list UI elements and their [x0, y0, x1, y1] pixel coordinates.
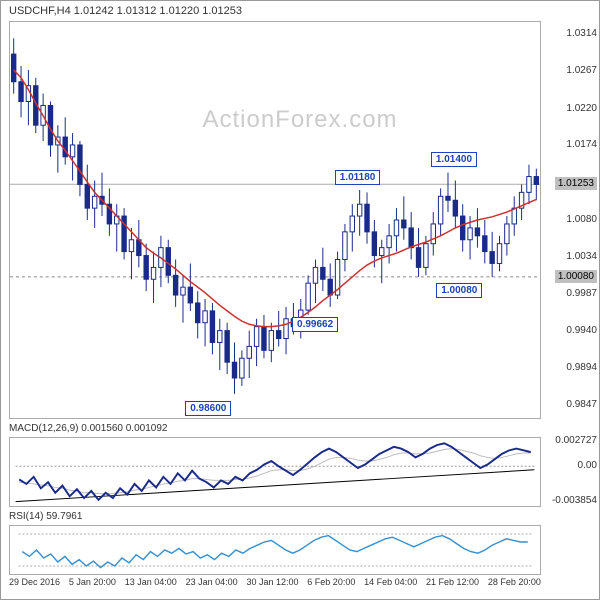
x-axis-label: 30 Jan 12:00: [246, 577, 298, 597]
y-axis-label: 1.0314: [566, 28, 597, 39]
price-svg: [10, 22, 540, 418]
macd-y-label: -0.003854: [552, 495, 597, 506]
price-annotation: 0.98600: [185, 401, 231, 416]
y-axis-label: 1.0174: [566, 139, 597, 150]
rsi-header: RSI(14) 59.7961: [9, 511, 82, 522]
y-axis-label: 1.0220: [566, 103, 597, 114]
x-axis-label: 13 Jan 04:00: [125, 577, 177, 597]
macd-y-label: 0.002727: [555, 435, 597, 446]
price-annotation: 1.00080: [436, 283, 482, 298]
x-axis-label: 14 Feb 04:00: [364, 577, 417, 597]
y-axis-label: 0.9847: [566, 399, 597, 410]
x-axis-label: 23 Jan 04:00: [186, 577, 238, 597]
y-axis-label: 1.0034: [566, 251, 597, 262]
x-axis: 29 Dec 2016 5 Jan 20:00 13 Jan 04:00 23 Jan…: [9, 577, 541, 597]
price-panel: [9, 21, 541, 419]
price-annotation: 1.01400: [431, 152, 477, 167]
y-axis-value-box: 1.00080: [555, 270, 597, 283]
x-axis-label: 28 Feb 20:00: [488, 577, 541, 597]
macd-header: MACD(12,26,9) 0.001560 0.001092: [9, 423, 167, 434]
price-annotation: 0.99662: [292, 317, 338, 332]
x-axis-label: 21 Feb 12:00: [426, 577, 479, 597]
price-annotation: 1.01180: [335, 170, 381, 185]
y-axis-label: 0.9940: [566, 325, 597, 336]
macd-y-label: 0.00: [578, 460, 597, 471]
chart-header: USDCHF,H4 1.01242 1.01312 1.01220 1.0125…: [9, 5, 242, 17]
y-axis-label: 0.9987: [566, 288, 597, 299]
y-axis-label: 0.9894: [566, 362, 597, 373]
macd-svg: [10, 438, 540, 506]
symbol-label: USDCHF,H4: [9, 5, 71, 17]
x-axis-label: 5 Jan 20:00: [69, 577, 116, 597]
x-axis-label: 29 Dec 2016: [9, 577, 60, 597]
macd-panel: [9, 437, 541, 507]
y-axis-label: 1.0267: [566, 65, 597, 76]
x-axis-label: 6 Feb 20:00: [307, 577, 355, 597]
rsi-panel: [9, 525, 541, 575]
chart-container: USDCHF,H4 1.01242 1.01312 1.01220 1.0125…: [0, 0, 600, 600]
y-axis-value-box: 1.01253: [555, 177, 597, 190]
ohlc-label: 1.01242 1.01312 1.01220 1.01253: [74, 5, 242, 17]
rsi-svg: [10, 526, 540, 574]
y-axis-label: 1.0080: [566, 214, 597, 225]
